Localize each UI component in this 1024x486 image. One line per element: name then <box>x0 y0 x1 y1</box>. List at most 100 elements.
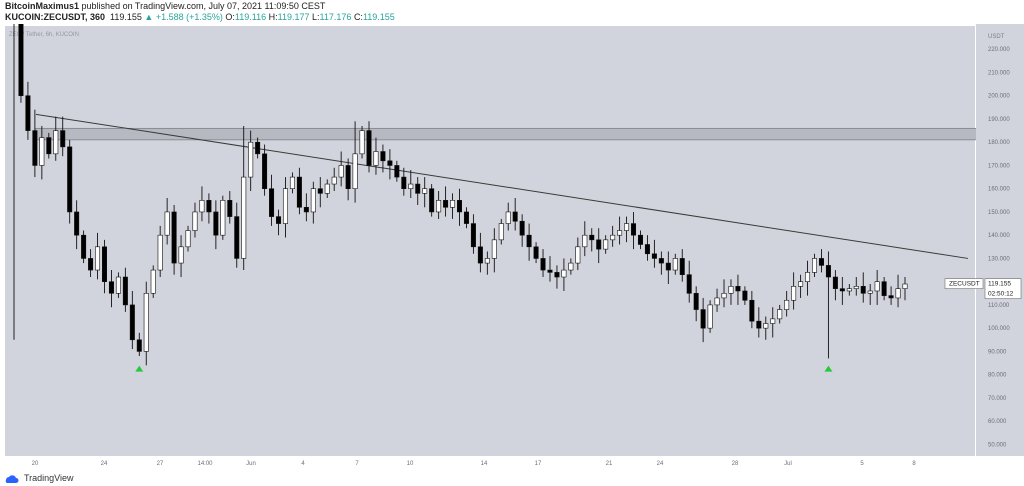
candle-up <box>791 286 797 301</box>
candle-up <box>241 176 247 259</box>
candle-down <box>255 141 261 155</box>
candle-down <box>665 262 671 271</box>
candle-up <box>812 258 818 273</box>
plot-background[interactable] <box>5 26 975 456</box>
symbol-label[interactable]: KUCOIN:ZECUSDT, 360 <box>5 12 106 22</box>
candle-up <box>324 183 330 194</box>
price-label-tag: ZECUSDT 119.155 02:50:12 <box>944 278 1022 299</box>
price-chart[interactable]: ZEC / Tether, 6h, KUCOIN 50.000 60.000 70.… <box>0 0 1024 472</box>
price-tick-label: 190.000 <box>988 117 1010 123</box>
chart-area[interactable]: ZEC / Tether, 6h, KUCOIN 50.000 60.000 70.… <box>0 0 1024 472</box>
candle-down <box>88 258 94 271</box>
candle-down <box>749 299 755 322</box>
price-tick-label: 180.000 <box>988 140 1010 146</box>
price-tick-label: 70.000 <box>988 396 1007 402</box>
candle-down <box>693 292 699 310</box>
candle-down <box>213 211 219 236</box>
candle-down <box>700 309 706 329</box>
candle-up <box>902 283 908 289</box>
currency-label: USDT <box>988 34 1005 40</box>
candle-down <box>67 146 73 213</box>
candle-up <box>199 200 205 213</box>
candle-down <box>644 244 650 255</box>
candle-up <box>505 211 511 224</box>
candle-up <box>498 223 504 241</box>
candle-up <box>491 239 497 259</box>
candle-down <box>18 0 24 97</box>
candle-down <box>380 151 386 162</box>
time-tick-label: 24 <box>101 461 108 467</box>
publish-date: published on TradingView.com, July 07, 2… <box>81 1 326 11</box>
candle-up <box>352 153 358 190</box>
candle-up <box>561 269 567 278</box>
time-axis[interactable]: 20 24 27 14:00 Jun 4 7 10 14 17 21 24 28 Jul 5 8 <box>32 461 917 467</box>
candle-down <box>269 188 275 217</box>
time-tick-label: 17 <box>535 461 542 467</box>
candle-up <box>143 292 149 352</box>
candle-down <box>463 211 469 224</box>
symbol-tag: ZECUSDT <box>949 281 980 288</box>
candle-down <box>533 246 539 259</box>
time-tick-label: 4 <box>301 461 305 467</box>
candle-down <box>651 253 657 259</box>
candle-up <box>331 176 337 185</box>
brand-name: TradingView <box>24 473 74 483</box>
candle-down <box>477 246 483 264</box>
time-tick-label: 10 <box>407 461 414 467</box>
candle-down <box>818 258 824 266</box>
low-label: L: <box>312 12 320 22</box>
last-price: 119.155 <box>110 12 142 22</box>
candle-down <box>32 130 38 166</box>
candle-down <box>429 188 435 213</box>
candle-down <box>387 160 393 166</box>
markers-layer <box>135 365 833 372</box>
candle-up <box>192 211 198 231</box>
time-tick-label: Jul <box>784 461 792 467</box>
candle-down <box>547 269 553 273</box>
time-tick-label: 5 <box>860 461 864 467</box>
resistance-zone <box>34 127 978 141</box>
candle-up <box>728 286 734 294</box>
candle-down <box>262 153 268 190</box>
candle-down <box>303 206 309 213</box>
candle-up <box>895 288 901 299</box>
tradingview-brand[interactable]: TradingView <box>4 472 74 484</box>
candle-down <box>74 211 80 236</box>
price-tick-label: 80.000 <box>988 373 1007 379</box>
candle-down <box>596 239 602 250</box>
descending-trendline <box>35 113 969 259</box>
candle-down <box>415 183 421 194</box>
time-tick-label: 27 <box>157 461 164 467</box>
countdown-tag: 02:50:12 <box>988 291 1014 298</box>
price-tick-label: 90.000 <box>988 349 1007 355</box>
candle-up <box>707 304 713 329</box>
time-tick-label: 8 <box>912 461 916 467</box>
candle-up <box>721 292 727 299</box>
candle-up <box>672 258 678 271</box>
candle-down <box>456 200 462 213</box>
candle-down <box>832 276 838 289</box>
candle-down <box>171 211 177 264</box>
change-value: ▲ +1.588 (+1.35%) <box>144 12 223 22</box>
price-tick-label: 170.000 <box>988 163 1010 169</box>
candle-up <box>714 297 720 306</box>
candle-up <box>157 234 163 271</box>
time-tick-label: 7 <box>355 461 359 467</box>
candle-down <box>735 286 741 292</box>
candle-up <box>164 211 170 236</box>
candle-up <box>603 239 609 250</box>
candle-up <box>39 137 45 166</box>
candle-down <box>101 246 107 282</box>
candle-up <box>373 151 379 166</box>
candle-down <box>825 265 831 278</box>
candle-up <box>338 165 344 178</box>
time-tick-label: 14:00 <box>197 461 213 467</box>
high-value: 119.177 <box>277 12 310 22</box>
candle-down <box>234 216 240 259</box>
time-tick-label: 20 <box>32 461 39 467</box>
price-tick-label: 100.000 <box>988 326 1010 332</box>
publisher-name[interactable]: BitcoinMaximus1 <box>5 1 80 11</box>
candle-down <box>276 216 282 224</box>
candle-down <box>366 130 372 166</box>
candle-up <box>853 286 859 289</box>
